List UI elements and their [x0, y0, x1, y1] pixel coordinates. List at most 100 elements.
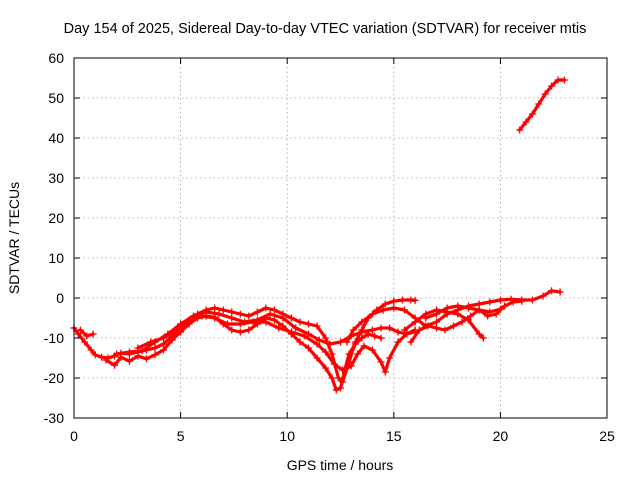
data-point [394, 338, 402, 346]
data-point [464, 304, 472, 312]
data-point [475, 306, 483, 314]
data-point [142, 355, 150, 363]
chart-title: Day 154 of 2025, Sidereal Day-to-day VTE… [64, 21, 587, 37]
data-point [160, 346, 168, 354]
data-point [339, 366, 347, 374]
data-point [560, 76, 568, 84]
y-tick-label: 30 [48, 170, 64, 186]
data-point [407, 338, 415, 346]
data-point [172, 326, 180, 334]
data-point [296, 318, 304, 326]
data-point [270, 316, 278, 324]
data-point [381, 300, 389, 308]
data-point [147, 338, 155, 346]
y-tick-label: 10 [48, 250, 64, 266]
grid-lines [74, 58, 607, 418]
data-point [138, 347, 146, 355]
data-point [358, 328, 366, 336]
data-point [464, 316, 472, 324]
data-point [528, 110, 536, 118]
data-point [377, 358, 385, 366]
data-point [403, 330, 411, 338]
data-point [236, 310, 244, 318]
data-point [454, 302, 462, 310]
data-point [202, 308, 210, 316]
data-point [270, 306, 278, 314]
data-point [245, 326, 253, 334]
data-point [134, 352, 142, 360]
y-axis-label: SDTVAR / TECUs [6, 182, 22, 294]
data-point [305, 344, 313, 352]
data-point [386, 354, 394, 362]
data-point [458, 318, 466, 326]
data-point [125, 357, 133, 365]
data-point [548, 287, 556, 295]
data-point [313, 354, 321, 362]
data-point [343, 338, 351, 346]
data-point [351, 340, 359, 348]
data-point [102, 356, 110, 364]
series-trace-h [400, 306, 487, 342]
data-point [337, 384, 344, 392]
data-series [70, 76, 568, 394]
data-point [262, 304, 270, 312]
axis-ticks: 0 5 10 15 20 25 -30 -20 -10 0 10 20 30 40 50 60 [44, 50, 615, 444]
data-point [337, 338, 344, 346]
data-point [177, 328, 185, 336]
data-point [89, 330, 97, 338]
y-tick-label: 50 [48, 90, 64, 106]
series-line [518, 78, 566, 132]
data-point [475, 330, 483, 338]
data-point [87, 346, 95, 354]
data-point [292, 324, 300, 332]
data-point [315, 336, 323, 344]
data-point [168, 336, 176, 344]
data-point [262, 318, 270, 326]
data-point [486, 298, 494, 306]
data-point [334, 374, 342, 382]
data-point [275, 324, 283, 332]
data-point [377, 324, 385, 332]
data-point [539, 292, 547, 300]
data-point [400, 326, 408, 334]
x-tick-label: 5 [177, 428, 185, 444]
data-point [330, 360, 338, 368]
data-point [326, 340, 334, 348]
y-tick-label: 20 [48, 210, 64, 226]
data-point [449, 322, 457, 330]
data-point [279, 314, 287, 322]
data-point [160, 334, 168, 342]
data-point [76, 326, 84, 334]
data-point [113, 350, 121, 358]
data-point [486, 308, 494, 316]
data-point [253, 308, 261, 316]
data-point [556, 288, 564, 296]
data-point [475, 300, 483, 308]
data-point [328, 350, 336, 358]
data-point [228, 314, 236, 322]
data-point [198, 312, 206, 320]
data-point [236, 328, 244, 336]
data-point [358, 334, 366, 342]
data-point [151, 351, 159, 359]
data-point [441, 326, 449, 334]
data-point [211, 304, 219, 312]
data-point [211, 314, 219, 322]
y-tick-label: 60 [48, 50, 64, 66]
data-point [522, 118, 530, 126]
data-point [111, 361, 119, 369]
x-axis-label: GPS time / hours [287, 457, 394, 473]
data-point [134, 344, 142, 352]
data-point [151, 344, 159, 352]
y-tick-label: -10 [44, 330, 64, 346]
data-point [424, 322, 432, 330]
data-point [224, 320, 232, 328]
data-point [394, 328, 402, 336]
data-point [422, 314, 430, 322]
data-point [467, 312, 475, 320]
x-tick-label: 0 [70, 428, 78, 444]
data-point [305, 320, 313, 328]
data-point [219, 306, 227, 314]
data-point [400, 306, 408, 314]
